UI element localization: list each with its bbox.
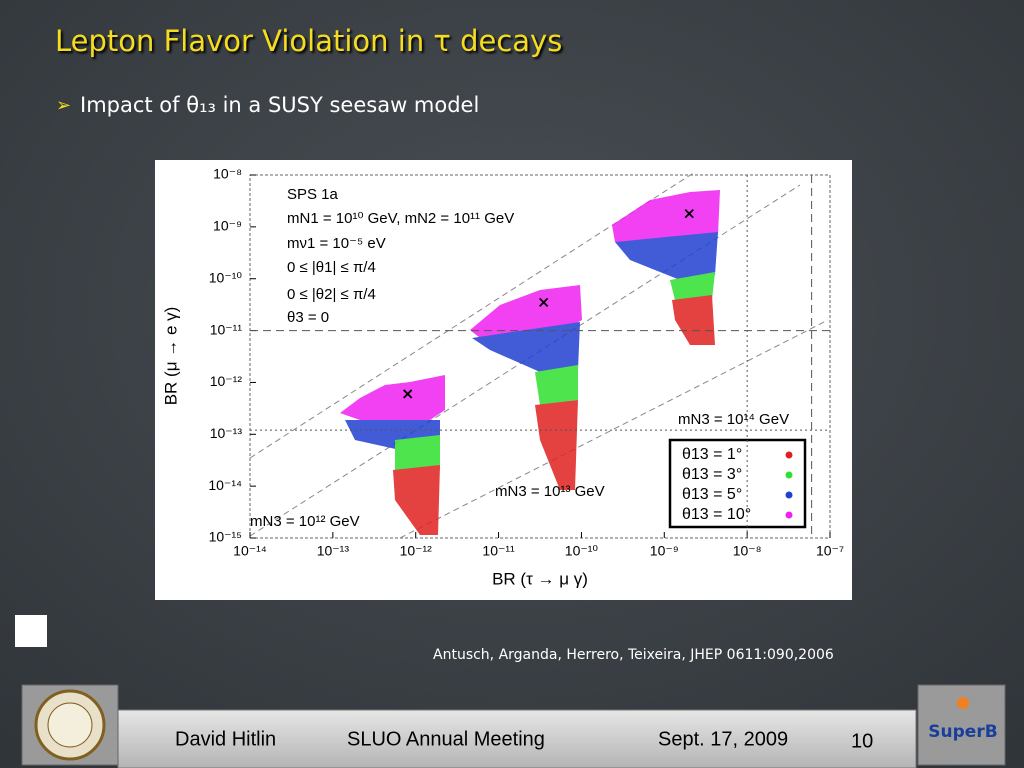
y-tick-label: 10⁻¹³ bbox=[210, 425, 243, 441]
annotation: mN3 = 10¹² GeV bbox=[250, 513, 360, 530]
annotation: mν1 = 10⁻⁵ eV bbox=[287, 235, 386, 252]
y-tick-label: 10⁻¹¹ bbox=[210, 321, 243, 337]
scatter-clouds bbox=[340, 190, 720, 535]
legend-swatch bbox=[785, 491, 793, 499]
x-tick-label: 10⁻¹⁰ bbox=[565, 543, 599, 559]
y-tick-label: 10⁻¹² bbox=[210, 373, 243, 389]
x-tick-label: 10⁻⁹ bbox=[650, 543, 679, 559]
x-axis-label: BR (τ → μ γ) bbox=[492, 569, 588, 588]
x-tick-label: 10⁻⁷ bbox=[816, 543, 844, 559]
superb-dot bbox=[957, 697, 969, 709]
annotation: mN3 = 10¹⁴ GeV bbox=[678, 411, 789, 428]
legend-label: θ13 = 1° bbox=[682, 446, 742, 463]
y-axis-label: BR (μ → e γ) bbox=[161, 307, 180, 406]
marker bbox=[684, 208, 694, 219]
y-tick-label: 10⁻⁹ bbox=[213, 218, 242, 234]
annotation: mN3 = 10¹³ GeV bbox=[495, 483, 605, 500]
annotation: SPS 1a bbox=[287, 186, 339, 203]
legend-box bbox=[668, 438, 807, 529]
y-tick-label: 10⁻¹⁵ bbox=[209, 529, 242, 545]
square-icon bbox=[15, 615, 47, 647]
footer-bar bbox=[117, 709, 917, 768]
legend-swatch bbox=[785, 511, 793, 519]
slide-title: Lepton Flavor Violation in τ decays bbox=[55, 24, 562, 58]
y-tick-label: 10⁻⁸ bbox=[213, 166, 242, 182]
citation: Antusch, Arganda, Herrero, Teixeira, JHE… bbox=[433, 647, 834, 663]
annotation: 0 ≤ |θ1| ≤ π/4 bbox=[287, 259, 376, 276]
bullet-text: Impact of θ₁₃ in a SUSY seesaw model bbox=[80, 93, 479, 117]
annotation: θ3 = 0 bbox=[287, 309, 329, 326]
legend-swatch bbox=[785, 471, 793, 479]
annotation: 0 ≤ |θ2| ≤ π/4 bbox=[287, 286, 376, 303]
x-tick-label: 10⁻¹² bbox=[400, 543, 433, 559]
plot: SPS 1a mN1 = 10¹⁰ GeV, mN2 = 10¹¹ GeV mν… bbox=[161, 166, 844, 589]
y-tick-label: 10⁻¹⁰ bbox=[209, 269, 243, 285]
footer-date: Sept. 17, 2009 bbox=[658, 728, 788, 750]
footer-author: David Hitlin bbox=[175, 728, 276, 750]
marker bbox=[539, 297, 549, 307]
footer-event: SLUO Annual Meeting bbox=[347, 728, 545, 750]
plot-frame bbox=[249, 174, 831, 539]
superb-logo: SuperB bbox=[928, 722, 997, 742]
legend-label: θ13 = 10° bbox=[682, 506, 751, 523]
legend-label: θ13 = 5° bbox=[682, 486, 742, 503]
x-tick-label: 10⁻¹¹ bbox=[482, 543, 515, 559]
legend-swatch bbox=[785, 451, 793, 459]
x-tick-label: 10⁻⁸ bbox=[733, 543, 762, 559]
x-tick-label: 10⁻¹³ bbox=[317, 543, 350, 559]
annotation: mN1 = 10¹⁰ GeV, mN2 = 10¹¹ GeV bbox=[287, 210, 514, 227]
x-tick-label: 10⁻¹⁴ bbox=[233, 543, 267, 559]
page-number: 10 bbox=[851, 730, 873, 752]
legend-label: θ13 = 3° bbox=[682, 466, 742, 483]
marker bbox=[403, 389, 413, 399]
y-tick-label: 10⁻¹⁴ bbox=[208, 477, 242, 493]
bullet-marker: ➢ bbox=[56, 95, 71, 116]
caltech-seal-inner bbox=[47, 702, 93, 748]
